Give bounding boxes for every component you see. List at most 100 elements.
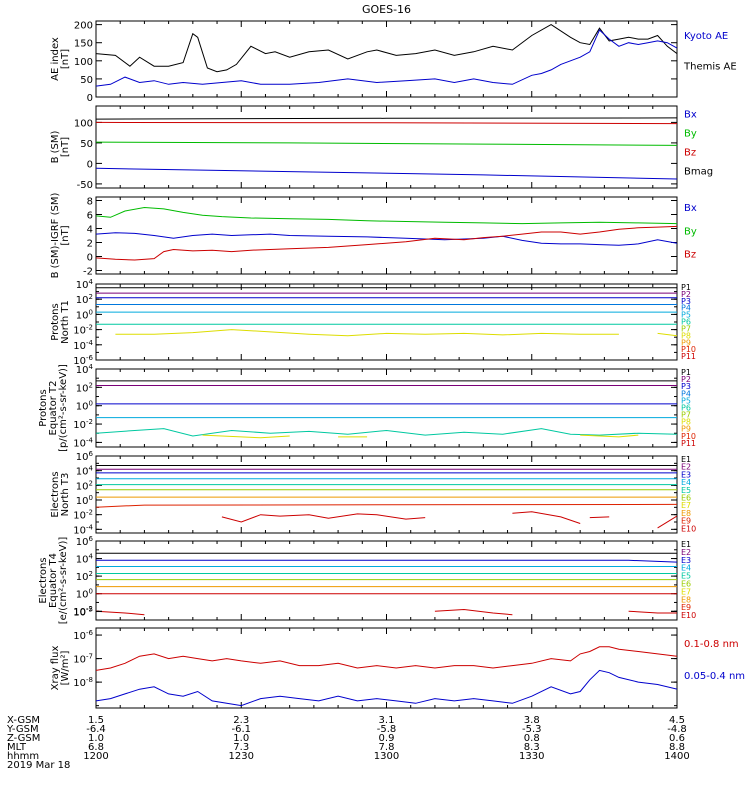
legend-entry: P5 (681, 396, 691, 405)
x-row-label: X-GSM (7, 715, 40, 726)
series-line-by (96, 141, 677, 146)
legend-entry: P6 (681, 318, 691, 327)
y-axis-label: Xray flux (50, 646, 61, 691)
y-tick-label: 4 (87, 225, 93, 236)
legend-entry: P3 (681, 297, 691, 306)
series-line-bz (96, 225, 677, 261)
panel-ae: 0 50 100 150 200 AE index [nT] Kyoto AE Themis A… (50, 20, 737, 104)
y-tick-label: 0 (87, 253, 93, 264)
series-line-0-05-0-4-nm (96, 669, 677, 707)
y-tick-label: 102 (76, 570, 93, 583)
y-tick-label: 10-7 (73, 653, 93, 666)
legend-entry: 0.05-0.4 nm (684, 671, 745, 682)
series-line-e10 (512, 511, 581, 524)
legend-entry: E2 (681, 548, 691, 557)
y-tick-label: 10-4 (73, 436, 93, 449)
legend-entry: Bz (684, 250, 696, 261)
x-row-value: 0.6 (669, 733, 685, 744)
legend-entry: Themis AE (683, 62, 737, 73)
y-tick-label: 50 (80, 139, 93, 150)
x-row-label: Y-GSM (6, 724, 39, 735)
legend-entry: P7 (681, 324, 691, 333)
series-line-kyoto-ae (96, 29, 677, 87)
series-line-e10 (221, 513, 426, 523)
legend-entry: E9 (681, 517, 691, 526)
series-line-bx (96, 232, 677, 246)
y-tick-label: -50 (77, 180, 93, 191)
y-tick-label: 8 (87, 197, 93, 208)
y-axis-label: B (SM)-IGRF (SM) (50, 193, 61, 279)
chart-title: GOES-16 (362, 3, 411, 16)
x-row-value: -4.8 (667, 724, 687, 735)
legend-entry: Bx (684, 203, 697, 214)
x-row-value: 1200 (83, 751, 108, 762)
legend-entry: P10 (681, 432, 696, 441)
y-tick-label: 100 (76, 494, 93, 507)
y-tick-label: 10-2 (73, 324, 93, 337)
y-tick-label: 100 (76, 400, 93, 413)
x-row-value: -6.4 (86, 724, 106, 735)
y-axis-label: Electrons (50, 471, 61, 517)
y-tick-label: 100 (76, 588, 93, 601)
legend-entry: E7 (681, 587, 691, 596)
x-row-value: -5.8 (377, 724, 397, 735)
y-axis-label: [p/(cm²-s-sr-keV)] (58, 364, 69, 452)
x-row-value: 2.3 (233, 715, 249, 726)
legend-entry: E1 (681, 455, 691, 464)
y-tick-label: 10-2 (73, 418, 93, 431)
y-axis-label: North T3 (60, 473, 71, 517)
legend-entry: P8 (681, 418, 691, 427)
legend-entry: P2 (681, 290, 691, 299)
y-axis-label: [nT] (60, 225, 71, 245)
x-row-value: 8.3 (524, 742, 540, 753)
panel-bdiff: -2 0 2 4 6 8 B (SM)-IGRF (SM) [nT] Bx By Bz (50, 193, 697, 279)
series-line-p6 (96, 428, 677, 437)
x-row-value: -5.3 (522, 724, 542, 735)
x-row-value: 8.8 (669, 742, 685, 753)
legend-entry: E4 (681, 478, 691, 487)
legend-entry: P8 (681, 331, 691, 340)
x-row-label: hhmm (7, 751, 39, 762)
panel-frame (95, 283, 678, 361)
legend-entry: P5 (681, 311, 691, 320)
legend-entry: E3 (681, 556, 691, 565)
legend-entry: E6 (681, 494, 691, 503)
series-line-p8 (580, 434, 639, 438)
x-row-value: 0.8 (524, 733, 540, 744)
y-axis-label: AE index (50, 37, 61, 81)
y-tick-label: 10-6 (73, 629, 93, 642)
legend-entry: E4 (681, 564, 691, 573)
series-line-p8 (115, 329, 619, 337)
y-axis-label: Equator T2 (48, 381, 59, 436)
y-tick-label: 150 (74, 39, 93, 50)
y-tick-label: 0 (87, 159, 93, 170)
series-line-e9 (96, 503, 677, 508)
legend-entry: P1 (681, 283, 691, 292)
series-line-e10 (628, 610, 677, 614)
y-tick-label: 10-2 (73, 509, 93, 522)
series-line-by (96, 206, 677, 225)
legend-entry: E1 (681, 540, 691, 549)
legend-entry: P4 (681, 389, 691, 398)
legend-entry: Kyoto AE (684, 31, 728, 42)
y-axis-label: Equator T4 (48, 553, 59, 608)
legend-entry: P1 (681, 368, 691, 377)
y-tick-label: 10-5 (73, 606, 93, 619)
date-label: 2019 Mar 18 (7, 760, 70, 771)
legend-entry: Bmag (684, 167, 713, 178)
y-tick-label: 102 (76, 381, 93, 394)
y-tick-label: 0 (87, 93, 93, 104)
y-tick-label: 104 (76, 278, 94, 291)
y-tick-label: 104 (76, 465, 94, 478)
x-row-value: 1230 (229, 751, 254, 762)
series-line-e10 (657, 515, 677, 529)
legend-entry: By (684, 129, 697, 140)
y-tick-label: 100 (76, 308, 93, 321)
legend-entry: P3 (681, 382, 691, 391)
series-line-0-1-0-8-nm (96, 646, 677, 671)
panel-frame (95, 20, 678, 98)
y-tick-label: 10-4 (73, 339, 93, 352)
